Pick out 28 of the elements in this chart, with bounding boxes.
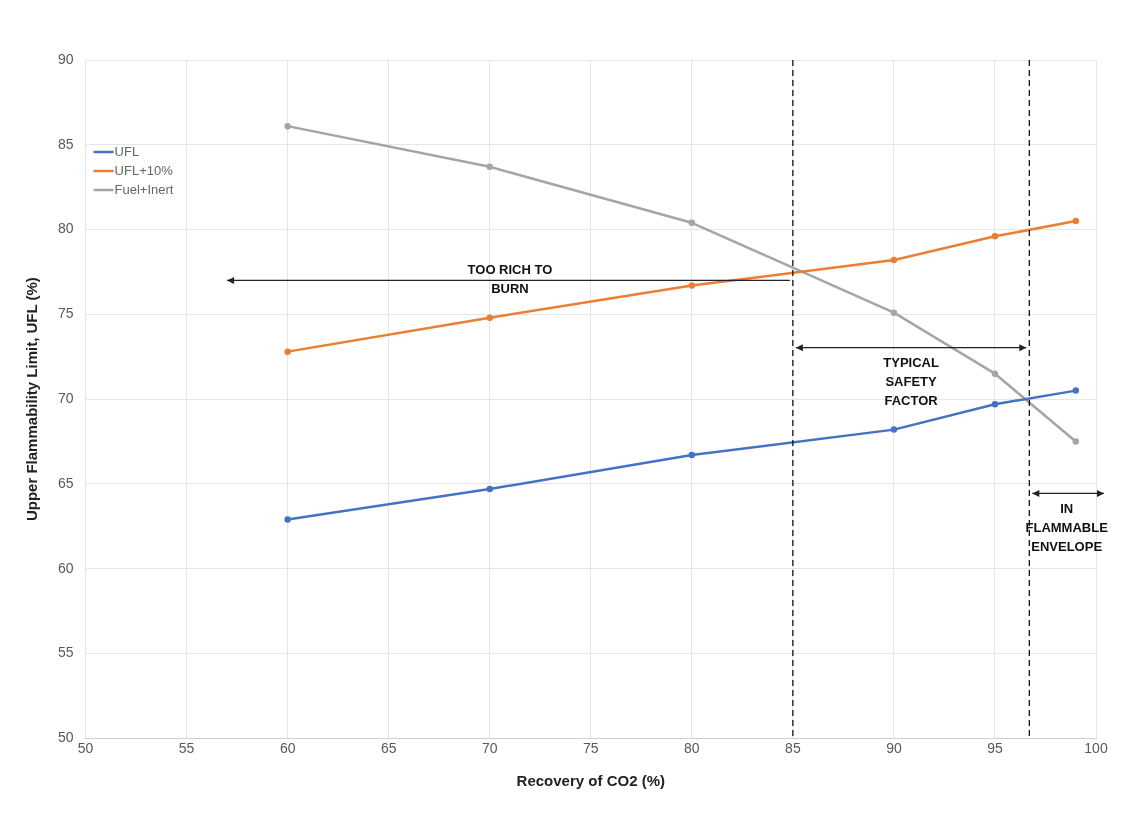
x-tick-label: 100	[1084, 740, 1108, 757]
x-tick-label: 80	[684, 740, 700, 757]
y-axis-title: Upper Flammability Limit, UFL (%)	[23, 277, 41, 522]
x-tick-label: 60	[279, 740, 296, 757]
annotation: IN FLAMMABLE ENVELOPE	[1025, 500, 1109, 554]
y-tick-label: 55	[57, 644, 74, 661]
x-tick-label: 90	[886, 740, 902, 757]
annotation: TOO RICH TO BURN	[467, 262, 553, 297]
y-tick-label: 75	[57, 305, 74, 322]
x-tick-label: 95	[987, 740, 1003, 757]
x-tick-label: 85	[785, 740, 801, 757]
x-tick-label: 50	[77, 740, 94, 757]
y-tick-label: 60	[57, 559, 74, 576]
x-tick-label: 55	[178, 740, 195, 757]
y-tick-label: 65	[57, 474, 74, 491]
y-tick-label: 80	[57, 220, 74, 237]
legend-label: UFL+10%	[114, 162, 174, 178]
x-tick-label: 70	[481, 740, 498, 757]
legend-label: UFL	[114, 143, 140, 159]
y-tick-label: 50	[57, 729, 74, 746]
x-axis-title: Recovery of CO2 (%)	[516, 772, 665, 790]
x-tick-label: 65	[380, 740, 397, 757]
y-tick-label: 85	[57, 135, 74, 152]
annotation: TYPICAL SAFETY FACTOR	[883, 354, 939, 408]
y-tick-label: 90	[57, 50, 74, 67]
x-tick-label: 75	[583, 740, 599, 757]
legend-label: Fuel+Inert	[114, 181, 174, 197]
y-tick-label: 70	[57, 389, 74, 406]
